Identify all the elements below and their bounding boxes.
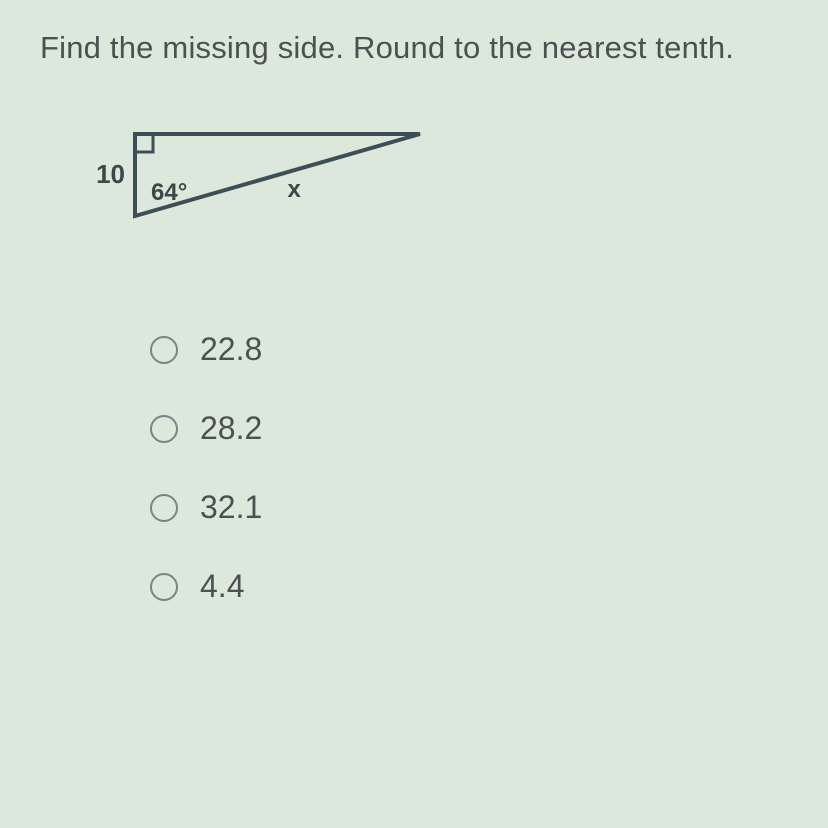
option-label: 4.4	[200, 568, 244, 605]
option-label: 32.1	[200, 489, 262, 526]
radio-icon[interactable]	[150, 336, 178, 364]
triangle-svg: 10 64° x	[80, 116, 440, 266]
radio-icon[interactable]	[150, 573, 178, 601]
option-row[interactable]: 28.2	[150, 410, 788, 447]
options-list: 22.8 28.2 32.1 4.4	[150, 331, 788, 605]
option-label: 22.8	[200, 331, 262, 368]
svg-text:x: x	[288, 176, 302, 203]
svg-text:64°: 64°	[151, 179, 187, 206]
triangle-diagram: 10 64° x	[80, 116, 788, 271]
option-row[interactable]: 32.1	[150, 489, 788, 526]
svg-text:10: 10	[96, 159, 125, 189]
option-row[interactable]: 4.4	[150, 568, 788, 605]
option-row[interactable]: 22.8	[150, 331, 788, 368]
radio-icon[interactable]	[150, 494, 178, 522]
question-text: Find the missing side. Round to the near…	[40, 30, 788, 66]
option-label: 28.2	[200, 410, 262, 447]
radio-icon[interactable]	[150, 415, 178, 443]
